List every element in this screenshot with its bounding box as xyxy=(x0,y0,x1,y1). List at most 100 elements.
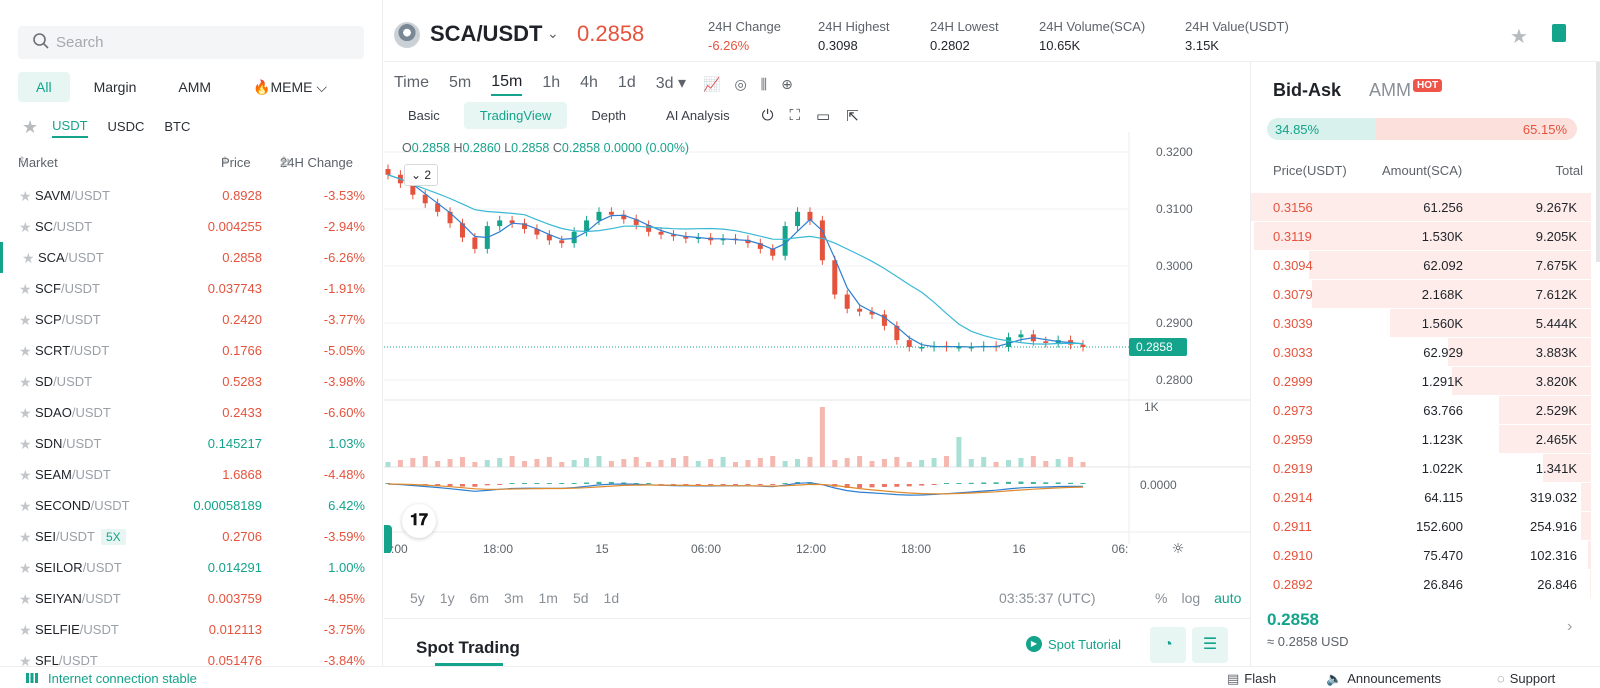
candles-icon[interactable]: ⫼ xyxy=(760,75,768,92)
star-icon[interactable]: ★ xyxy=(19,622,32,638)
power-icon[interactable]: ⏻ xyxy=(761,107,774,124)
market-row[interactable]: ★ SCP/USDT 0.2420 -3.77% xyxy=(0,304,382,335)
pie-chart-icon[interactable]: ◔ xyxy=(1150,627,1186,663)
ask-row[interactable]: 0.3033 62.929 3.883K xyxy=(1251,338,1591,367)
market-row[interactable]: ★ SEIYAN/USDT 0.003759 -4.95% xyxy=(0,583,382,614)
flash-link[interactable]: ▤ Flash xyxy=(1227,671,1276,687)
market-row[interactable]: ★ SDN/USDT 0.145217 1.03% xyxy=(0,428,382,459)
pair-name[interactable]: SCA/USDT xyxy=(430,21,543,46)
star-icon[interactable]: ★ xyxy=(19,498,32,514)
spot-tutorial-link[interactable]: ▶ Spot Tutorial xyxy=(1026,636,1121,652)
share-icon[interactable]: ⇱ xyxy=(846,107,859,125)
scale-log[interactable]: log xyxy=(1181,590,1201,606)
view-basic[interactable]: Basic xyxy=(408,108,440,123)
chevron-down-icon[interactable]: ⌄ xyxy=(547,25,559,41)
market-row[interactable]: ★ SD/USDT 0.5283 -3.98% xyxy=(0,366,382,397)
market-row[interactable]: ★ SCRT/USDT 0.1766 -5.05% xyxy=(0,335,382,366)
tf-5m[interactable]: 5m xyxy=(448,73,472,91)
tradingview-logo[interactable]: 𝟏𝟕 xyxy=(402,504,436,538)
view-tradingview[interactable]: TradingView xyxy=(463,102,568,129)
market-row[interactable]: ★ SAVM/USDT 0.8928 -3.53% xyxy=(0,180,382,211)
tab-amm[interactable]: AMM HOT xyxy=(1369,79,1443,101)
tf-time[interactable]: Time xyxy=(394,73,429,91)
scale-percent[interactable]: % xyxy=(1155,590,1168,606)
tf-4h[interactable]: 4h xyxy=(580,73,598,91)
ask-row[interactable]: 0.3119 1.530K 9.205K xyxy=(1251,222,1591,251)
star-icon[interactable]: ★ xyxy=(19,405,32,421)
range-1y[interactable]: 1y xyxy=(439,590,455,606)
indicator-toggle[interactable]: ⌄ 2 xyxy=(404,164,438,186)
sliders-icon[interactable]: ☰ xyxy=(1192,627,1228,663)
star-icon[interactable]: ★ xyxy=(19,374,32,390)
range-5y[interactable]: 5y xyxy=(410,590,425,606)
star-icon[interactable]: ★ xyxy=(19,560,32,576)
star-icon[interactable]: ★ xyxy=(19,591,32,607)
tab-btc[interactable]: BTC xyxy=(164,118,191,134)
chart-type-icon[interactable]: 📈 xyxy=(703,75,721,92)
market-row[interactable]: ★ SEI/USDT 5X 0.2706 -3.59% xyxy=(0,521,382,552)
book-icon[interactable] xyxy=(1552,24,1566,42)
star-icon[interactable]: ★ xyxy=(19,188,32,204)
ask-row[interactable]: 0.3039 1.560K 5.444K xyxy=(1251,309,1591,338)
tab-meme[interactable]: 🔥MEME ⌵ xyxy=(235,72,345,102)
chart-settings-icon[interactable]: ☼ xyxy=(1172,541,1185,557)
market-row[interactable]: ★ SCA/USDT 0.2858 -6.26% xyxy=(0,242,382,273)
settings-icon[interactable]: ◎ xyxy=(734,75,747,92)
market-row[interactable]: ★ SC/USDT 0.004255 -2.94% xyxy=(0,211,382,242)
tab-all[interactable]: All xyxy=(18,72,70,102)
star-icon[interactable]: ★ xyxy=(19,312,32,328)
star-icon[interactable]: ★ xyxy=(19,343,32,359)
add-indicator-icon[interactable]: ⊕ xyxy=(781,75,793,92)
market-row[interactable]: ★ SELFIE/USDT 0.012113 -3.75% xyxy=(0,614,382,645)
range-3m[interactable]: 3m xyxy=(504,590,524,606)
favorite-star-icon[interactable]: ★ xyxy=(1510,26,1528,48)
tab-usdc[interactable]: USDC xyxy=(107,118,145,134)
ask-row[interactable]: 0.2973 63.766 2.529K xyxy=(1251,396,1591,425)
search-input[interactable]: Search xyxy=(18,26,364,59)
view-depth[interactable]: Depth xyxy=(591,108,627,123)
range-1m[interactable]: 1m xyxy=(538,590,558,606)
market-row[interactable]: ★ SEAM/USDT 1.6868 -4.48% xyxy=(0,459,382,490)
favorites-star-icon[interactable]: ★ xyxy=(22,117,39,137)
market-row[interactable]: ★ SDAO/USDT 0.2433 -6.60% xyxy=(0,397,382,428)
tf-1h[interactable]: 1h xyxy=(542,73,561,91)
star-icon[interactable]: ★ xyxy=(19,436,32,452)
tab-amm[interactable]: AMM xyxy=(178,79,212,95)
fullscreen-icon[interactable]: ⛶ xyxy=(789,107,801,124)
ask-row[interactable]: 0.2910 75.470 102.316 xyxy=(1251,541,1591,570)
range-6m[interactable]: 6m xyxy=(469,590,490,606)
tf-15m[interactable]: 15m xyxy=(491,73,523,96)
view-ai-analysis[interactable]: AI Analysis xyxy=(666,108,730,123)
tf-1d[interactable]: 1d xyxy=(617,73,636,91)
ask-row[interactable]: 0.2959 1.123K 2.465K xyxy=(1251,425,1591,454)
market-row[interactable]: ★ SCF/USDT 0.037743 -1.91% xyxy=(0,273,382,304)
ask-row[interactable]: 0.3094 62.092 7.675K xyxy=(1251,251,1591,280)
price-chart[interactable]: 0.3200 0.3100 0.3000 0.2900 0.2800 0.2858 1K 0.… xyxy=(384,132,1250,572)
drawing-panel-handle[interactable] xyxy=(384,525,392,553)
market-row[interactable]: ★ SECOND/USDT 0.00058189 6.42% xyxy=(0,490,382,521)
tab-bid-ask[interactable]: Bid-Ask xyxy=(1273,80,1342,100)
star-icon[interactable]: ★ xyxy=(19,653,32,666)
ask-row[interactable]: 0.2999 1.291K 3.820K xyxy=(1251,367,1591,396)
range-1d[interactable]: 1d xyxy=(603,590,620,606)
ask-row[interactable]: 0.2914 64.115 319.032 xyxy=(1251,483,1591,512)
spot-trading-title[interactable]: Spot Trading xyxy=(416,638,520,657)
scrollbar[interactable] xyxy=(1596,62,1600,262)
range-5d[interactable]: 5d xyxy=(572,590,589,606)
star-icon[interactable]: ★ xyxy=(19,529,32,545)
scale-auto[interactable]: auto xyxy=(1214,590,1242,606)
support-link[interactable]: ◌ Support xyxy=(1497,671,1555,686)
chevron-right-icon[interactable]: › xyxy=(1567,618,1573,635)
star-icon[interactable]: ★ xyxy=(19,219,32,235)
announcements-link[interactable]: 🔈 Announcements xyxy=(1326,671,1441,687)
star-icon[interactable]: ★ xyxy=(19,281,32,297)
tab-usdt[interactable]: USDT xyxy=(52,118,88,138)
layout-icon[interactable]: ▭ xyxy=(816,107,831,125)
market-row[interactable]: ★ SEILOR/USDT 0.014291 1.00% xyxy=(0,552,382,583)
star-icon[interactable]: ★ xyxy=(22,250,35,266)
ask-row[interactable]: 0.2911 152.600 254.916 xyxy=(1251,512,1591,541)
star-icon[interactable]: ★ xyxy=(19,467,32,483)
ask-row[interactable]: 0.2892 26.846 26.846 xyxy=(1251,570,1591,599)
tab-margin[interactable]: Margin xyxy=(93,79,137,95)
ask-row[interactable]: 0.3079 2.168K 7.612K xyxy=(1251,280,1591,309)
